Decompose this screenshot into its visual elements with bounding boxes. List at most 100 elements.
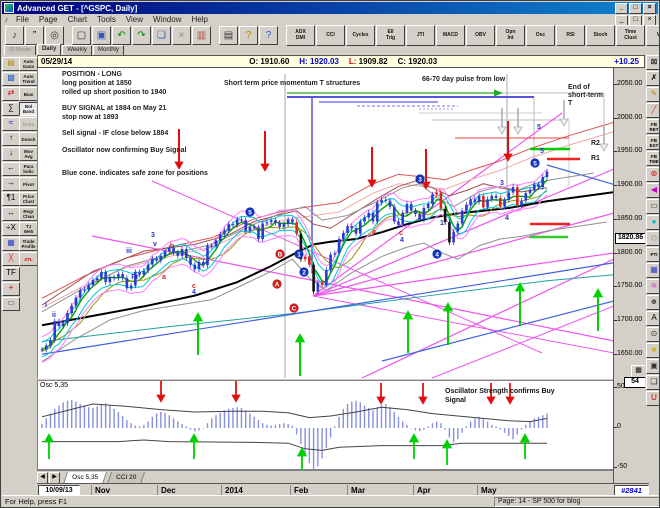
study-ell-trig-button[interactable]: Ell Trig	[376, 25, 405, 46]
open-chart-button[interactable]: ▤	[2, 57, 20, 71]
study-stoch-button[interactable]: Stoch	[586, 25, 615, 46]
study-auto-trend-button[interactable]: Auto Trend	[19, 72, 38, 86]
study-button[interactable]: ∑	[2, 102, 20, 116]
study-cycles-button[interactable]: Cycles	[346, 25, 375, 46]
study-xtl-button[interactable]: XTL	[19, 252, 38, 266]
arrow-down-button[interactable]: ↓	[2, 147, 20, 161]
window-restore-button[interactable]: □	[629, 3, 642, 14]
add-button[interactable]: +	[2, 282, 20, 296]
study-pivot-button[interactable]: Pivot	[19, 177, 38, 191]
format-button[interactable]: ▩	[2, 72, 20, 86]
window-close-button[interactable]: ×	[643, 3, 656, 14]
tab-daily[interactable]: Daily	[36, 44, 62, 56]
tj-web-tool-button[interactable]: ≋	[646, 279, 659, 294]
print-button[interactable]: ▤	[219, 26, 238, 45]
menu-chart[interactable]: Chart	[67, 15, 88, 24]
tab-scroll-left-button[interactable]: ◀	[37, 471, 48, 484]
divide-button[interactable]: ÷X	[2, 222, 20, 236]
study-regr-chan-button[interactable]: Regr Chan	[19, 207, 38, 221]
chart-window-minimize-button[interactable]: _	[615, 14, 628, 26]
chart-window-restore-button[interactable]: □	[629, 14, 642, 26]
expand-button[interactable]: ↔	[2, 207, 20, 221]
new-chart-button[interactable]: ▢	[72, 26, 91, 45]
title-bar[interactable]: Advanced GET - [^GSPC, Daily] _ □ ×	[2, 2, 658, 14]
forward-button[interactable]: ↷	[132, 26, 151, 45]
study-rsi-button[interactable]: RSI	[556, 25, 585, 46]
fib-extension-tool-button[interactable]: FB EXT	[646, 135, 659, 150]
pti-tool-button[interactable]: PTI	[646, 247, 659, 262]
pencil-tool-button[interactable]: ✎	[646, 87, 659, 102]
trendline-tool-button[interactable]: ╱	[646, 103, 659, 118]
study-adx-dmi-button[interactable]: ADX DMI	[286, 25, 315, 46]
chart-type-button[interactable]: ▥	[192, 26, 211, 45]
study-opn-int-button[interactable]: Opn Int	[496, 25, 525, 46]
undo-tool-button[interactable]: U	[646, 391, 659, 406]
help-button[interactable]: ?	[239, 26, 258, 45]
price-chart[interactable]: 5 1 2 3 4 5 B A C 3 v iii Pr 4 b a c a c 4 3 4 1 5 5 i ii POSITION…	[37, 68, 614, 379]
lines-button[interactable]: ▦	[2, 237, 20, 251]
window-minimize-button[interactable]: _	[615, 3, 628, 14]
study-donch-button[interactable]: Donch	[19, 132, 38, 146]
tab-scroll-right-button[interactable]: ▶	[49, 471, 60, 484]
study-vol-button[interactable]: Vol	[646, 25, 659, 46]
tab-cci-20[interactable]: CCI 20	[107, 471, 146, 484]
context-help-button[interactable]: ?	[259, 26, 278, 45]
magnify-button[interactable]: ◎	[45, 26, 64, 45]
rectangle-tool-button[interactable]: ▭	[646, 199, 659, 214]
study-mov-avg-button[interactable]: Mov Avg	[19, 147, 38, 161]
oscillator-panel[interactable]: Osc 5,35 Oscillator Strength confirms Bu…	[37, 380, 613, 471]
study-macd-button[interactable]: MACD	[436, 25, 465, 46]
fib-time-tool-button[interactable]: FB TME	[646, 151, 659, 166]
mob-tool-button[interactable]: ◀	[646, 183, 659, 198]
candle-body	[443, 208, 447, 223]
study-para-bolic-button[interactable]: Para bolic	[19, 162, 38, 176]
back-button[interactable]: ↶	[112, 26, 131, 45]
menu-help[interactable]: Help	[191, 15, 208, 24]
arrow-up-button[interactable]: ↑	[2, 132, 20, 146]
pointer-button[interactable]: ♪	[5, 26, 24, 45]
select-tool-button[interactable]: ▣	[646, 359, 659, 374]
study-obv-button[interactable]: OBV	[466, 25, 495, 46]
ellipse-tool-button[interactable]: ●	[646, 215, 659, 230]
reset-button[interactable]: ⇄	[2, 87, 20, 101]
arrow-left-button[interactable]: ←	[2, 162, 20, 176]
menu-window[interactable]: Window	[153, 15, 182, 24]
study-bol-band-button[interactable]: Bol Band	[19, 102, 38, 116]
grid-tool-button[interactable]: ▦	[646, 263, 659, 278]
menu-page[interactable]: Page	[38, 15, 58, 24]
tab-osc-5-35[interactable]: Osc 5,35	[63, 471, 107, 484]
menu-view[interactable]: View	[125, 15, 144, 24]
delete-drawing-tool-button[interactable]: ✗	[646, 71, 659, 86]
quote-button[interactable]: ”	[25, 26, 44, 45]
scale-button[interactable]: ¶1	[2, 192, 20, 206]
favorites-tool-button[interactable]: ★	[646, 343, 659, 358]
menu-tools[interactable]: Tools	[97, 15, 116, 24]
diamond-tool-button[interactable]: ◇	[646, 231, 659, 246]
study-time-clust-button[interactable]: Time Clust	[616, 25, 645, 46]
menu-file[interactable]: File	[16, 15, 29, 24]
zoom-box-tool-button[interactable]: ⊙	[646, 327, 659, 342]
study-price-clust-button[interactable]: Price Clust	[19, 192, 38, 206]
copy-tool-button[interactable]: ❏	[646, 375, 659, 390]
study-auto-gann-button[interactable]: Auto Gann	[19, 57, 38, 71]
fib-retrace-tool-button[interactable]: FB RET	[646, 119, 659, 134]
text-tool-button[interactable]: A	[646, 311, 659, 326]
study-jti-button[interactable]: JTI	[406, 25, 435, 46]
study-bias-button[interactable]: Bias	[19, 87, 38, 101]
delete-page-button[interactable]: ×	[172, 26, 191, 45]
gann-circle-tool-button[interactable]: ⊚	[646, 167, 659, 182]
copy-page-button[interactable]: ❏	[152, 26, 171, 45]
save-button[interactable]: ▣	[92, 26, 111, 45]
timeframe-button[interactable]: TF	[2, 267, 20, 281]
study-tj-web-button[interactable]: TJ Web	[19, 222, 38, 236]
study-cci-button[interactable]: CCI	[316, 25, 345, 46]
study-osc-button[interactable]: Osc	[526, 25, 555, 46]
analyst-tool-button[interactable]: ☻	[646, 295, 659, 310]
chart-window-close-button[interactable]: ×	[643, 14, 656, 26]
gann-lines-button[interactable]: ╳	[2, 252, 20, 266]
arrow-right-button[interactable]: →	[2, 177, 20, 191]
elliott-button[interactable]: ≈	[2, 117, 20, 131]
data-box-close-button[interactable]: ⊠	[646, 55, 659, 70]
window-button[interactable]: ▭	[2, 297, 20, 311]
study-trade-profile-button[interactable]: Trade Profile	[19, 237, 38, 251]
